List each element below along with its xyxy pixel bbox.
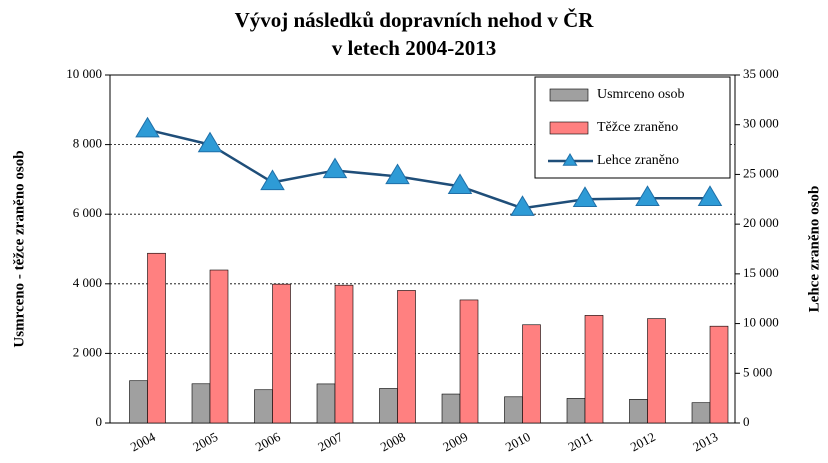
x-tick-label: 2007 [315, 429, 345, 455]
y2-tick-label: 5 000 [743, 364, 772, 379]
bar [129, 380, 148, 424]
marker [322, 157, 348, 179]
y-tick-label: 8 000 [73, 136, 102, 151]
bar [522, 324, 541, 424]
bar [191, 383, 211, 424]
plot-frame [109, 74, 736, 424]
x-tick-label: 2013 [690, 429, 720, 454]
bar [272, 283, 291, 424]
bar [379, 388, 398, 424]
y2-axis-label: Lehce zraněno osob [806, 186, 822, 313]
line [147, 128, 710, 210]
bar [504, 396, 523, 424]
bar [209, 269, 229, 424]
y2-tick-label: 25 000 [743, 165, 779, 180]
x-tick-label: 2005 [190, 429, 220, 454]
marker [635, 185, 660, 206]
marker [447, 173, 473, 195]
y-tick-label: 4 000 [73, 275, 102, 290]
marker [385, 163, 410, 185]
chart-title: v letech 2004-2013 [332, 36, 496, 60]
legend-label: Lehce zraněno [597, 153, 679, 168]
marker [572, 186, 598, 207]
bar [647, 318, 666, 424]
legend-label: Těžce zraněno [597, 120, 678, 135]
bar [459, 299, 479, 424]
bar [441, 393, 461, 424]
bar [566, 398, 586, 424]
bar [334, 284, 354, 424]
x-tick-label: 2008 [378, 429, 408, 454]
x-tick-label: 2006 [253, 429, 283, 455]
marker [197, 131, 223, 153]
bar [397, 290, 416, 424]
y2-tick-label: 30 000 [743, 116, 779, 131]
y-tick-label: 6 000 [73, 205, 102, 220]
y-tick-label: 10 000 [66, 66, 102, 81]
x-tick-label: 2011 [565, 429, 595, 454]
y-axis-label: Usmrceno - těžce zraněno osob [11, 150, 27, 347]
legend-marker [562, 153, 578, 166]
bar [709, 325, 729, 424]
bar [147, 252, 166, 424]
chart-title: Vývoj následků dopravních nehod v ČR [235, 8, 595, 32]
y2-tick-label: 20 000 [743, 215, 779, 230]
bar [316, 383, 336, 424]
bar [691, 402, 711, 424]
bar [629, 399, 648, 424]
legend-swatch [549, 121, 589, 135]
y-tick-label: 0 [96, 414, 103, 429]
y2-tick-label: 0 [743, 414, 750, 429]
x-tick-label: 2004 [128, 429, 158, 455]
marker [510, 195, 535, 216]
x-tick-label: 2009 [440, 429, 470, 454]
y2-tick-label: 35 000 [743, 66, 779, 81]
y-tick-label: 2 000 [73, 344, 102, 359]
bar [584, 315, 604, 424]
marker [697, 185, 723, 206]
marker [135, 116, 160, 138]
legend-swatch [549, 88, 589, 102]
x-tick-label: 2012 [628, 429, 658, 454]
bar [254, 389, 273, 424]
y2-tick-label: 10 000 [743, 315, 779, 330]
y2-tick-label: 15 000 [743, 265, 779, 280]
marker [260, 169, 285, 191]
x-tick-label: 2010 [503, 429, 533, 454]
legend-label: Usmrceno osob [597, 87, 685, 102]
